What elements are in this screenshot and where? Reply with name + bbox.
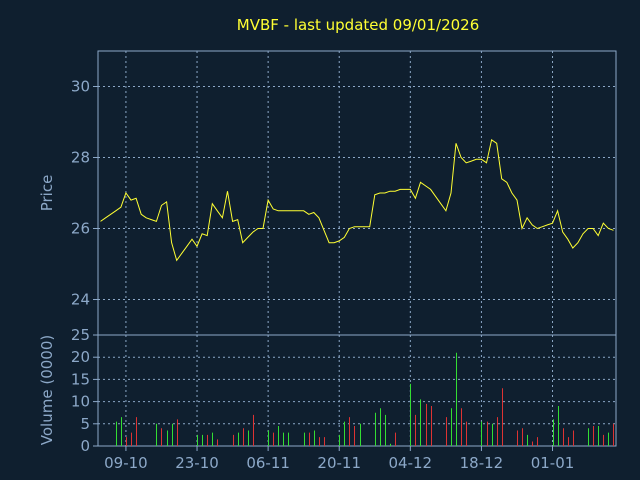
price-tick-label: 24: [71, 291, 90, 309]
volume-tick-label: 20: [71, 348, 90, 366]
volume-panel-frame: [97, 334, 617, 447]
x-tick-label: 20-11: [317, 454, 361, 472]
price-tick-label: 30: [71, 78, 90, 96]
price-tick-label: 26: [71, 220, 90, 238]
price-y-ticks: 24 26 28 30: [71, 78, 98, 309]
price-gridlines: [98, 51, 616, 335]
price-tick-label: 28: [71, 149, 90, 167]
price-axis-label: Price: [38, 175, 56, 212]
x-tick-label: 23-10: [175, 454, 219, 472]
x-tick-label: 06-11: [246, 454, 290, 472]
volume-tick-label: 0: [80, 437, 90, 455]
x-tick-label: 18-12: [460, 454, 504, 472]
x-axis-ticks: 09-10 23-10 06-11 20-11 04-12 18-12 01-01: [104, 446, 574, 472]
chart-title: MVBF - last updated 09/01/2026: [237, 16, 480, 34]
volume-tick-label: 5: [80, 415, 90, 433]
volume-tick-label: 25: [71, 326, 90, 344]
x-tick-label: 01-01: [531, 454, 575, 472]
x-tick-label: 04-12: [389, 454, 433, 472]
price-line: [100, 138, 614, 262]
volume-gridlines: [98, 335, 616, 446]
volume-axis-label: Volume (0000): [38, 335, 56, 445]
volume-y-ticks: 0 5 10 15 20 25: [71, 326, 98, 455]
volume-tick-label: 15: [71, 370, 90, 388]
x-tick-label: 09-10: [104, 454, 148, 472]
volume-tick-label: 10: [71, 393, 90, 411]
volume-bars: [116, 352, 614, 446]
